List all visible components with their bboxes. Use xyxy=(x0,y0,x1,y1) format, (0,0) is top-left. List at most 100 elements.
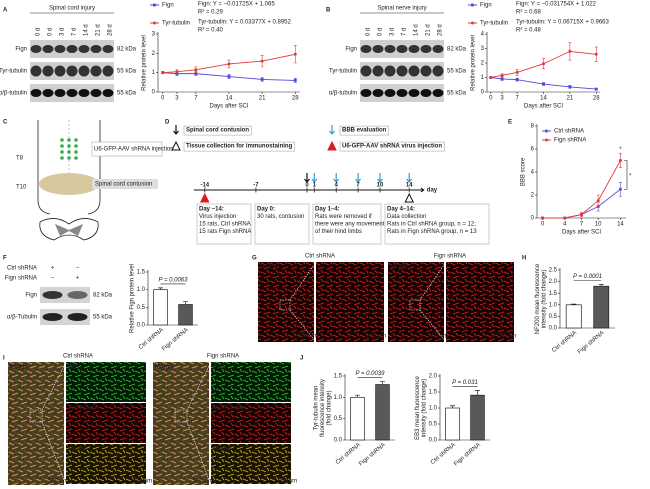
y-tick-label: 0.0 xyxy=(549,326,558,332)
data-point xyxy=(619,187,622,191)
bar xyxy=(445,407,460,441)
y-axis-label: Tyr-tubulin mean xyxy=(314,386,320,431)
scale-label: 500 µm xyxy=(193,479,213,485)
legend-glyph xyxy=(171,140,181,151)
x-tick-label: 4 xyxy=(563,222,567,228)
contusion-box xyxy=(92,179,158,189)
panel-label: J xyxy=(300,356,303,362)
zoom-guide xyxy=(289,309,317,343)
blot-band xyxy=(372,65,384,77)
y-tick-label: 4 xyxy=(531,170,535,176)
fit-equation: Tyr-tubulin: Y = 0.06715X + 0.9663 xyxy=(516,20,610,26)
blot-band xyxy=(408,45,420,53)
blot-band xyxy=(384,65,396,77)
data-point xyxy=(580,213,583,217)
micrograph-zoom xyxy=(211,444,291,484)
blot-size: 55 kDa xyxy=(117,69,137,75)
blot-band xyxy=(372,45,384,53)
fit-r2: R² = 0.68 xyxy=(516,10,542,16)
micrograph xyxy=(258,262,314,342)
note-line: 30 rats, contusion xyxy=(257,214,304,220)
data-point xyxy=(594,52,598,56)
injection-point xyxy=(74,144,78,148)
data-point xyxy=(594,87,598,91)
bar xyxy=(350,396,365,441)
x-tick-label: 21 xyxy=(259,96,266,102)
zoom-region xyxy=(279,299,291,311)
y-tick-label: 2 xyxy=(152,51,156,57)
blot-band xyxy=(30,89,42,97)
injection-point xyxy=(67,156,71,160)
y-tick-label: 1.5 xyxy=(429,390,438,396)
channel-label: Merge xyxy=(213,447,231,453)
y-tick-label: 0.5 xyxy=(334,416,343,422)
group-title: Fign shRNA xyxy=(207,354,239,360)
data-point xyxy=(227,62,231,66)
blot-band xyxy=(66,65,78,77)
blot-size: 55 kDa xyxy=(93,315,113,321)
blot-band xyxy=(30,65,42,77)
legend-box xyxy=(339,141,445,152)
note-line: Day 1–4: xyxy=(315,207,340,213)
y-tick-label: 2 xyxy=(531,193,535,199)
data-point xyxy=(515,70,519,74)
blot-size: 55 kDa xyxy=(117,91,137,97)
y-tick-label: 8 xyxy=(531,124,535,130)
x-tick-label: 21 xyxy=(567,96,574,102)
y-tick-label: 1 xyxy=(152,70,156,76)
data-point xyxy=(489,76,493,79)
p-value: P = 0.031 xyxy=(452,380,478,386)
data-point xyxy=(194,68,198,72)
x-tick-label: Fign shRNA xyxy=(161,327,190,352)
scale-label: 500 µm xyxy=(428,334,448,340)
x-tick-label: 14 xyxy=(617,222,624,228)
error-bar xyxy=(158,287,163,290)
series-line xyxy=(162,72,296,81)
injection-point xyxy=(74,156,78,160)
zoom-region xyxy=(174,409,188,423)
injection-point xyxy=(74,138,78,142)
error-bar xyxy=(355,394,360,398)
data-point xyxy=(293,79,297,82)
lane-label: 0 d xyxy=(48,28,54,36)
channel-label: Merge xyxy=(68,447,86,453)
blot-band xyxy=(372,89,384,97)
scale-label: 100 µm xyxy=(277,479,297,485)
note-line: Rats were removed if xyxy=(315,214,372,220)
blot-band xyxy=(408,65,420,77)
group-title: Ctrl shRNA xyxy=(63,354,93,360)
blot-band xyxy=(54,89,66,97)
stain-label: NF200 xyxy=(390,265,409,271)
lane-label: 0 d xyxy=(36,28,42,36)
p-value: P = 0.0001 xyxy=(573,274,602,280)
event-arrow xyxy=(406,173,413,183)
y-tick-label: 4 xyxy=(481,32,485,38)
blot-row-label: Tyr-tubulin xyxy=(329,69,357,75)
injection-box xyxy=(91,141,163,157)
legend-label: Fign shRNA xyxy=(554,138,586,144)
timeline-axis xyxy=(193,187,425,193)
x-tick-label: 7 xyxy=(194,96,198,102)
series-line xyxy=(490,50,597,78)
blot-band xyxy=(90,65,102,77)
blot-band xyxy=(42,291,63,299)
blot-band xyxy=(54,45,66,53)
y-tick-label: 6 xyxy=(531,147,535,153)
blot-title: Spinal nerve injury xyxy=(377,6,426,12)
legend-swatch xyxy=(545,138,548,142)
blot-row-label: Tyr-tubulin xyxy=(0,69,27,75)
y-tick-label: 0.0 xyxy=(137,323,146,329)
lane-label: 7 d xyxy=(72,28,78,36)
y-tick-label: 3 xyxy=(152,32,156,38)
blot-size: 55 kDa xyxy=(447,69,467,75)
x-tick-label: Fign shRNA xyxy=(358,442,387,467)
legend-label: Tissue collection for immunostaining xyxy=(186,144,293,150)
x-axis-label: Days after SCI xyxy=(524,104,563,110)
y-tick-label: 0 xyxy=(152,90,156,96)
y-tick-label: 1.0 xyxy=(334,395,343,401)
blot-band xyxy=(42,89,54,97)
legend-label: Fign xyxy=(162,3,174,9)
data-point xyxy=(500,77,504,81)
blot-band xyxy=(42,65,54,77)
event-arrow xyxy=(377,173,383,183)
